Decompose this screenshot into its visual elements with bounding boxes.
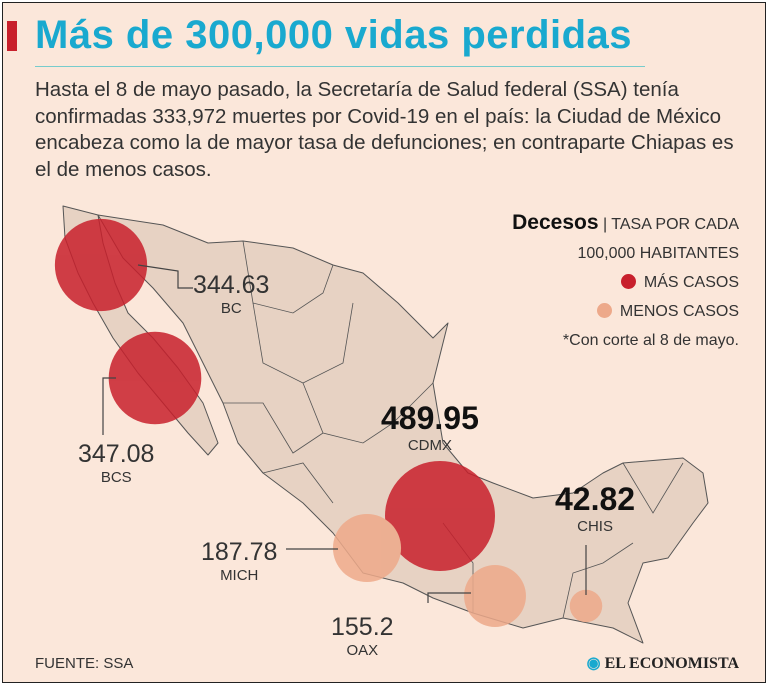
state-label-chis: 42.82 CHIS <box>555 481 636 535</box>
bubble-bcs <box>108 331 202 425</box>
more-dot-icon <box>620 274 636 289</box>
state-label-oax: 155.2 OAX <box>331 613 394 659</box>
leader-bc <box>137 264 193 289</box>
source: FUENTE: SSA <box>35 655 134 672</box>
intro-text: Hasta el 8 de mayo pasado, la Secretaría… <box>35 78 734 181</box>
legend-separator: | <box>602 216 608 233</box>
bubble-bc <box>54 218 148 312</box>
page-title: Más de 300,000 vidas perdidas <box>35 13 633 57</box>
bubble-oax <box>464 565 526 627</box>
bubble-chis <box>569 589 603 623</box>
legend-item-more: MÁS CASOS <box>512 268 739 297</box>
state-label-bcs: 347.08 BCS <box>78 440 155 486</box>
legend-subtitle-1: TASA POR CADA <box>611 216 739 233</box>
state-label-cdmx: 489.95 CDMX <box>381 400 479 454</box>
title-divider <box>35 66 645 67</box>
legend: Decesos | TASA POR CADA 100,000 HABITANT… <box>512 208 739 355</box>
bubble-mich <box>332 513 402 583</box>
state-label-mich: 187.78 MICH <box>201 538 278 584</box>
bubble-cdmx <box>385 461 495 571</box>
brand-logo: ◉ EL ECONOMISTA <box>586 655 739 672</box>
brand-icon: ◉ <box>586 655 601 672</box>
title-accent-bar <box>7 21 17 51</box>
leader-oax <box>427 592 471 603</box>
legend-note: *Con corte al 8 de mayo. <box>562 332 739 349</box>
mexico-map <box>54 205 709 644</box>
legend-subtitle-2: 100,000 HABITANTES <box>577 245 739 262</box>
less-dot-icon <box>596 303 612 318</box>
leader-bcs <box>102 377 116 435</box>
legend-item-less: MENOS CASOS <box>512 297 739 326</box>
legend-heading: Decesos <box>512 211 599 234</box>
state-label-bc: 344.63 BC <box>193 271 270 317</box>
